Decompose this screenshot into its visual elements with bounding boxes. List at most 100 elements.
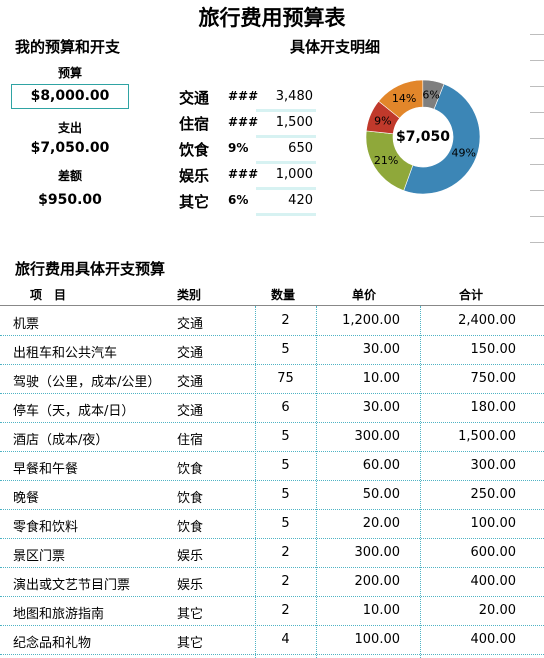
cell-price[interactable]: 10.00 [362, 371, 400, 386]
header-category: 类别 [177, 288, 202, 302]
table-row[interactable]: 停车（天，成本/日） 交通 6 30.00 180.00 [0, 393, 544, 423]
cell-price[interactable]: 20.00 [362, 516, 400, 531]
cell-total[interactable]: 400.00 [470, 574, 517, 589]
cell-qty[interactable]: 4 [281, 632, 290, 647]
table-row[interactable]: 纪念品和礼物 其它 4 100.00 400.00 [0, 625, 544, 655]
budget-label: 预算 [57, 66, 82, 80]
table-row[interactable]: 晚餐 饮食 5 50.00 250.00 [0, 480, 544, 510]
gridline [530, 34, 544, 35]
cell-price[interactable]: 1,200.00 [342, 313, 400, 328]
detail-heading: 具体开支明细 [290, 38, 381, 56]
table-row[interactable]: 驾驶（公里，成本/公里） 交通 75 10.00 750.00 [0, 364, 544, 394]
detail-bar [256, 213, 316, 216]
cell-total[interactable]: 300.00 [470, 458, 517, 473]
cell-item[interactable]: 演出或文艺节目门票 [13, 578, 131, 593]
cell-total[interactable]: 400.00 [470, 632, 517, 647]
cell-total[interactable]: 1,500.00 [458, 429, 516, 444]
cell-qty[interactable]: 5 [281, 487, 290, 502]
cell-total[interactable]: 600.00 [470, 545, 517, 560]
table-heading: 旅行费用具体开支预算 [15, 260, 166, 278]
cell-price[interactable]: 50.00 [362, 487, 400, 502]
cell-price[interactable]: 100.00 [354, 632, 401, 647]
header-total: 合计 [459, 288, 484, 302]
cell-total[interactable]: 2,400.00 [458, 313, 516, 328]
cell-item[interactable]: 零食和饮料 [13, 520, 79, 535]
cell-qty[interactable]: 6 [281, 400, 290, 415]
cell-price[interactable]: 30.00 [362, 400, 400, 415]
cell-qty[interactable]: 75 [277, 371, 294, 386]
page-title: 旅行费用预算表 [198, 6, 346, 30]
budget-value-cell[interactable]: $8,000.00 [11, 84, 129, 109]
cell-item[interactable]: 驾驶（公里，成本/公里） [13, 375, 161, 390]
cell-item[interactable]: 停车（天，成本/日） [13, 404, 135, 419]
cell-total[interactable]: 250.00 [470, 487, 517, 502]
cell-category[interactable]: 其它 [177, 636, 204, 651]
detail-category: 饮食 [179, 141, 210, 159]
table-row[interactable]: 机票 交通 2 1,200.00 2,400.00 [0, 306, 544, 336]
table-row[interactable]: 地图和旅游指南 其它 2 10.00 20.00 [0, 596, 544, 626]
cell-price[interactable]: 60.00 [362, 458, 400, 473]
cell-price[interactable]: 300.00 [354, 545, 401, 560]
cell-item[interactable]: 景区门票 [13, 549, 66, 564]
gridline [530, 164, 544, 165]
cell-category[interactable]: 住宿 [177, 433, 204, 448]
cell-qty[interactable]: 2 [281, 313, 290, 328]
detail-amount: 1,000 [275, 167, 313, 182]
header-item: 项 目 [30, 288, 67, 302]
cell-item[interactable]: 早餐和午餐 [13, 462, 79, 477]
cell-category[interactable]: 交通 [177, 375, 204, 390]
table-row[interactable]: 演出或文艺节目门票 娱乐 2 200.00 400.00 [0, 567, 544, 597]
cell-category[interactable]: 娱乐 [177, 549, 204, 564]
cell-price[interactable]: 10.00 [362, 603, 400, 618]
cell-qty[interactable]: 2 [281, 545, 290, 560]
cell-total[interactable]: 750.00 [470, 371, 517, 386]
cell-total[interactable]: 150.00 [470, 342, 517, 357]
column-divider [420, 306, 421, 658]
cell-qty[interactable]: 5 [281, 429, 290, 444]
detail-category: 娱乐 [179, 167, 210, 185]
cell-qty[interactable]: 5 [281, 342, 290, 357]
header-price: 单价 [352, 288, 377, 302]
table-row[interactable]: 景区门票 娱乐 2 300.00 600.00 [0, 538, 544, 568]
detail-percent: ### [228, 115, 259, 129]
detail-bar [256, 109, 316, 112]
cell-category[interactable]: 交通 [177, 404, 204, 419]
cell-price[interactable]: 300.00 [354, 429, 401, 444]
cell-price[interactable]: 30.00 [362, 342, 400, 357]
cell-item[interactable]: 地图和旅游指南 [13, 607, 105, 622]
table-row[interactable]: 早餐和午餐 饮食 5 60.00 300.00 [0, 451, 544, 481]
donut-center-label: $7,050 [396, 129, 450, 145]
donut-slice-label: 9% [374, 114, 391, 127]
cell-item[interactable]: 酒店（成本/夜） [13, 433, 109, 448]
cell-category[interactable]: 交通 [177, 317, 204, 332]
cell-item[interactable]: 纪念品和礼物 [13, 636, 92, 651]
cell-qty[interactable]: 2 [281, 603, 290, 618]
cell-category[interactable]: 饮食 [177, 462, 204, 477]
cell-category[interactable]: 饮食 [177, 520, 204, 535]
cell-category[interactable]: 饮食 [177, 491, 204, 506]
cell-category[interactable]: 其它 [177, 607, 204, 622]
detail-percent: 9% [228, 141, 249, 155]
table-row[interactable]: 出租车和公共汽车 交通 5 30.00 150.00 [0, 335, 544, 365]
cell-price[interactable]: 200.00 [354, 574, 401, 589]
donut-slice-label: 6% [422, 88, 439, 101]
cell-total[interactable]: 180.00 [470, 400, 517, 415]
cell-category[interactable]: 娱乐 [177, 578, 204, 593]
cell-category[interactable]: 交通 [177, 346, 204, 361]
table-row[interactable]: 零食和饮料 饮食 5 20.00 100.00 [0, 509, 544, 539]
detail-bar [256, 161, 316, 164]
cell-total[interactable]: 100.00 [470, 516, 517, 531]
detail-bar [256, 135, 316, 138]
donut-slice-label: 14% [392, 92, 416, 105]
cell-item[interactable]: 晚餐 [13, 491, 40, 506]
cell-item[interactable]: 机票 [13, 317, 40, 332]
detail-percent: 6% [228, 193, 249, 207]
gridline [530, 60, 544, 61]
cell-total[interactable]: 20.00 [478, 603, 516, 618]
cell-qty[interactable]: 5 [281, 458, 290, 473]
table-row[interactable]: 酒店（成本/夜） 住宿 5 300.00 1,500.00 [0, 422, 544, 452]
cell-qty[interactable]: 2 [281, 574, 290, 589]
gridline [530, 190, 544, 191]
cell-qty[interactable]: 5 [281, 516, 290, 531]
cell-item[interactable]: 出租车和公共汽车 [13, 346, 118, 361]
